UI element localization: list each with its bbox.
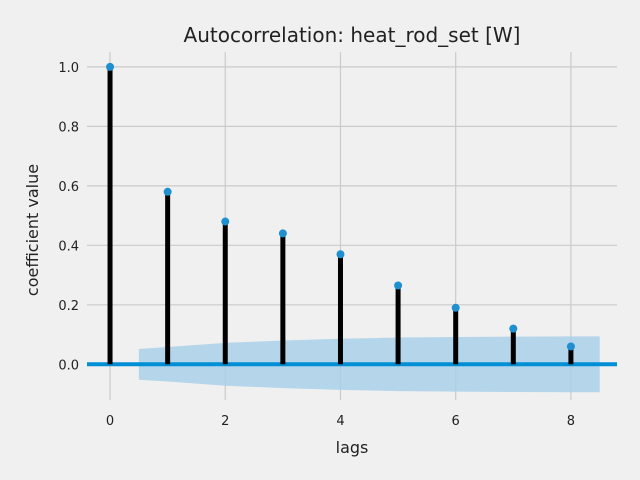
x-axis-label: lags [336, 438, 369, 457]
x-tick-labels: 0 2 4 6 8 [106, 414, 575, 429]
y-tick-0: 0.0 [58, 358, 79, 373]
markers-layer [106, 62, 575, 351]
chart-title: Autocorrelation: heat_rod_set [W] [184, 23, 521, 47]
y-axis-label: coefficient value [23, 164, 42, 296]
y-tick-4: 0.8 [58, 120, 79, 135]
stems-layer [107, 66, 574, 365]
y-tick-3: 0.6 [58, 180, 79, 195]
x-tick-8: 8 [567, 414, 575, 429]
marker-lag-7 [509, 324, 518, 333]
y-tick-5: 1.0 [58, 61, 79, 76]
x-tick-4: 4 [336, 414, 344, 429]
marker-lag-5 [394, 281, 403, 290]
marker-lag-0 [106, 62, 115, 71]
marker-lag-1 [163, 187, 172, 196]
y-tick-labels: 0.0 0.2 0.4 0.6 0.8 1.0 [58, 61, 79, 373]
marker-lag-3 [278, 229, 287, 238]
marker-lag-2 [221, 217, 230, 226]
marker-lag-8 [566, 342, 575, 351]
y-tick-2: 0.4 [58, 239, 79, 254]
marker-lag-4 [336, 250, 345, 259]
x-tick-6: 6 [452, 414, 460, 429]
marker-lag-6 [451, 303, 460, 312]
x-tick-2: 2 [221, 414, 229, 429]
y-tick-1: 0.2 [58, 299, 79, 314]
x-tick-0: 0 [106, 414, 114, 429]
